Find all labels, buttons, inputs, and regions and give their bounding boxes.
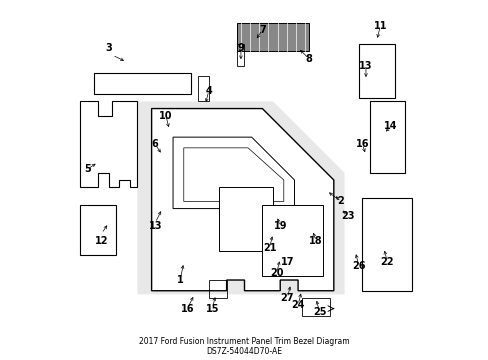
- Text: 27: 27: [280, 293, 293, 303]
- Polygon shape: [137, 102, 344, 294]
- Text: 17: 17: [280, 257, 293, 267]
- Text: 5: 5: [84, 164, 90, 174]
- Text: 13: 13: [359, 61, 372, 71]
- Text: 16: 16: [355, 139, 368, 149]
- Text: 2: 2: [337, 197, 344, 206]
- Text: 13: 13: [148, 221, 162, 231]
- Text: 6: 6: [151, 139, 158, 149]
- Text: 24: 24: [291, 300, 304, 310]
- Text: 12: 12: [95, 236, 108, 246]
- Polygon shape: [173, 137, 294, 208]
- Text: 16: 16: [180, 303, 194, 314]
- Text: 10: 10: [159, 111, 172, 121]
- Text: 9: 9: [237, 43, 244, 53]
- Text: 18: 18: [308, 236, 322, 246]
- Text: 25: 25: [312, 307, 325, 317]
- Bar: [219, 187, 272, 251]
- Text: 4: 4: [205, 86, 212, 96]
- Text: 11: 11: [373, 21, 386, 31]
- Text: 26: 26: [351, 261, 365, 271]
- Bar: [301, 298, 329, 316]
- Text: 1: 1: [177, 275, 183, 285]
- Text: 14: 14: [384, 121, 397, 131]
- Polygon shape: [151, 109, 333, 291]
- Text: 20: 20: [269, 268, 283, 278]
- Text: 8: 8: [305, 54, 312, 64]
- Bar: [208, 280, 226, 298]
- Text: 15: 15: [205, 303, 219, 314]
- Text: 23: 23: [341, 211, 354, 221]
- Text: 3: 3: [105, 43, 112, 53]
- Bar: [198, 76, 208, 102]
- Bar: [237, 44, 244, 66]
- Text: 7: 7: [259, 25, 265, 35]
- Polygon shape: [237, 23, 308, 51]
- Text: 2017 Ford Fusion Instrument Panel Trim Bezel Diagram
DS7Z-54044D70-AE: 2017 Ford Fusion Instrument Panel Trim B…: [139, 337, 349, 356]
- Bar: [262, 205, 323, 276]
- Text: 21: 21: [262, 243, 276, 253]
- Text: 22: 22: [380, 257, 393, 267]
- Text: 19: 19: [273, 221, 286, 231]
